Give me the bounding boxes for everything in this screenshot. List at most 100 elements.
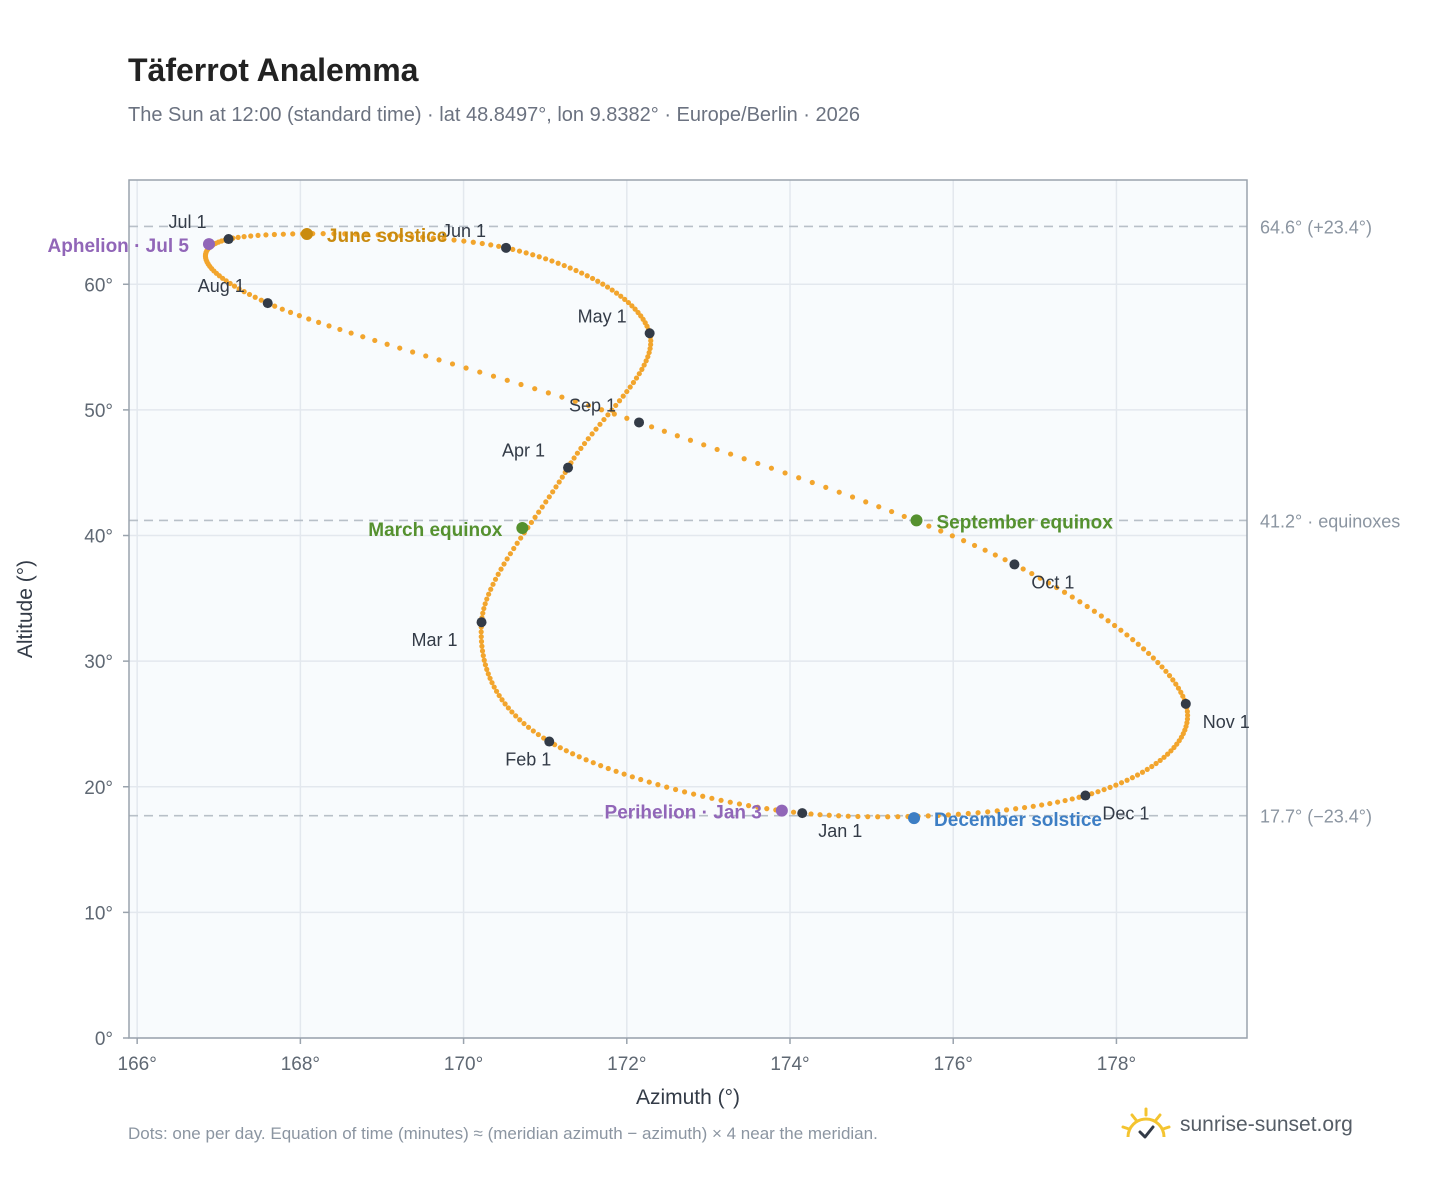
day-dot: [530, 252, 536, 258]
reference-lines: 64.6° (+23.4°) 41.2° · equinoxes 17.7° (−2…: [129, 217, 1400, 827]
event-marker: [516, 521, 529, 534]
month-marker: [634, 417, 645, 428]
day-dot: [1089, 791, 1095, 797]
day-dot: [553, 484, 559, 490]
day-dot: [1155, 659, 1161, 666]
day-dot: [632, 306, 638, 312]
day-dot: [727, 799, 733, 805]
day-dot: [1159, 664, 1165, 670]
day-dot: [609, 287, 615, 293]
day-dot: [436, 357, 442, 363]
day-dot: [845, 813, 851, 819]
day-dot: [1003, 807, 1010, 813]
day-dot: [561, 262, 567, 269]
day-dot: [398, 233, 404, 239]
day-dot: [348, 330, 354, 336]
x-tick-label: 168°: [281, 1054, 320, 1075]
day-dot: [479, 240, 485, 247]
day-dot: [885, 814, 891, 820]
day-dot: [517, 717, 523, 723]
day-dot: [961, 538, 967, 544]
day-dot: [613, 402, 619, 409]
day-dot: [1149, 763, 1155, 770]
day-dot: [1037, 575, 1043, 581]
day-dot: [528, 519, 535, 526]
day-dot: [525, 724, 532, 730]
day-dot: [600, 281, 606, 287]
day-dot: [498, 566, 504, 572]
day-dot: [718, 797, 724, 803]
day-dot: [633, 375, 640, 381]
event-marker: [908, 812, 921, 825]
day-dot: [622, 296, 628, 302]
event-markers: June solstice December solstice March equi…: [48, 226, 1114, 831]
reference-line-label: 64.6° (+23.4°): [1260, 217, 1372, 237]
day-dot: [605, 765, 611, 772]
month-marker: [1080, 790, 1091, 801]
month-markers: Jan 1 Feb 1 Mar 1 Apr 1 May 1 Jun 1 Jul 1 Aug 1…: [169, 212, 1250, 841]
day-dot: [646, 779, 652, 785]
day-dot: [1069, 594, 1075, 600]
day-dot: [501, 561, 507, 567]
day-dot: [1062, 797, 1068, 804]
day-dot: [1013, 806, 1019, 812]
analemma-path: [202, 231, 1191, 820]
day-dot: [764, 806, 770, 812]
day-dot: [648, 338, 654, 344]
day-dot: [625, 299, 632, 306]
day-dot: [1163, 668, 1169, 674]
day-dot: [516, 248, 523, 254]
day-dot: [901, 513, 907, 520]
day-dot: [643, 358, 649, 364]
day-dot: [570, 751, 576, 757]
day-dot: [578, 445, 584, 451]
day-dot: [479, 648, 486, 654]
day-dot: [505, 705, 511, 711]
day-dot: [1069, 796, 1075, 802]
day-dot: [1124, 777, 1130, 783]
axis-ticks: 166° 168° 170° 172° 174° 176° 178° 0° 10° 20° 30° 4…: [84, 275, 1136, 1075]
day-dot: [481, 657, 487, 663]
day-dot: [488, 586, 494, 592]
day-dot: [557, 745, 563, 751]
day-dot: [536, 509, 542, 515]
event-label: Aphelion · Jul 5: [48, 236, 190, 257]
day-dot: [624, 388, 630, 395]
x-tick-label: 174°: [770, 1054, 809, 1075]
day-dot: [1039, 802, 1045, 808]
day-dot: [691, 791, 697, 797]
day-dot: [1165, 751, 1171, 757]
y-tick-label: 30°: [84, 652, 113, 673]
day-dot: [1178, 689, 1184, 695]
day-dot: [1134, 772, 1141, 778]
day-dot: [1168, 748, 1174, 754]
day-dot: [567, 265, 573, 271]
day-dot: [965, 810, 971, 817]
day-dot: [576, 754, 582, 760]
day-dot: [532, 386, 538, 392]
day-dot: [605, 412, 611, 418]
day-dot: [1029, 570, 1035, 577]
day-dot: [687, 437, 694, 443]
day-dot: [258, 297, 264, 303]
day-dot: [836, 489, 842, 495]
footnote: Dots: one per day. Equation of time (min…: [128, 1124, 878, 1143]
day-dot: [768, 465, 775, 471]
day-dot: [646, 349, 652, 356]
day-dot: [1124, 632, 1130, 638]
day-dot: [975, 810, 981, 816]
day-dot: [849, 494, 856, 500]
day-dot: [493, 688, 500, 694]
day-dot: [1076, 794, 1082, 800]
day-dot: [290, 231, 296, 237]
day-dot: [1184, 708, 1190, 715]
brand[interactable]: sunrise-sunset.org: [1120, 1100, 1353, 1150]
day-dot: [1173, 681, 1179, 687]
day-dot: [535, 731, 541, 738]
day-dot: [518, 381, 524, 388]
day-dot: [481, 605, 487, 612]
chart-title: Täferrot Analemma: [128, 52, 419, 88]
day-dot: [410, 349, 416, 355]
reference-line-label: 41.2° · equinoxes: [1260, 511, 1400, 531]
x-axis-label: Azimuth (°): [636, 1086, 740, 1109]
